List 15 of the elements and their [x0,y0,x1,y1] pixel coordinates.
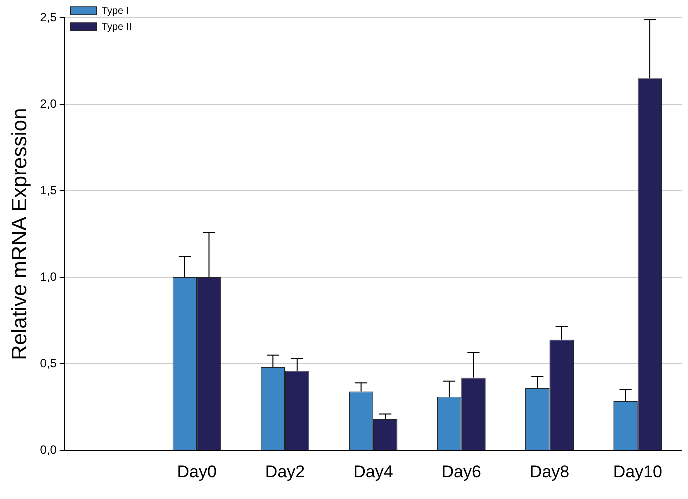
y-tick-label: 0,5 [40,356,58,370]
x-tick-label: Day2 [265,462,306,482]
y-tick-label: 0,0 [40,442,58,457]
y-tick-label: 2,5 [40,10,58,24]
x-tick-label: Day4 [354,462,394,482]
x-tick-label: Day0 [177,462,217,482]
y-tick-label: 1,0 [40,270,58,284]
legend-label: Type I [102,6,130,17]
legend-label: Type II [102,22,132,33]
y-tick-label: 1,5 [40,183,58,198]
x-tick-label: Day6 [442,462,482,482]
y-axis-title: Relative mRNA Expression [8,108,32,360]
x-tick-label: Day10 [613,462,662,482]
y-tick-label: 2,0 [40,96,58,111]
x-tick-label: Day8 [530,462,570,482]
